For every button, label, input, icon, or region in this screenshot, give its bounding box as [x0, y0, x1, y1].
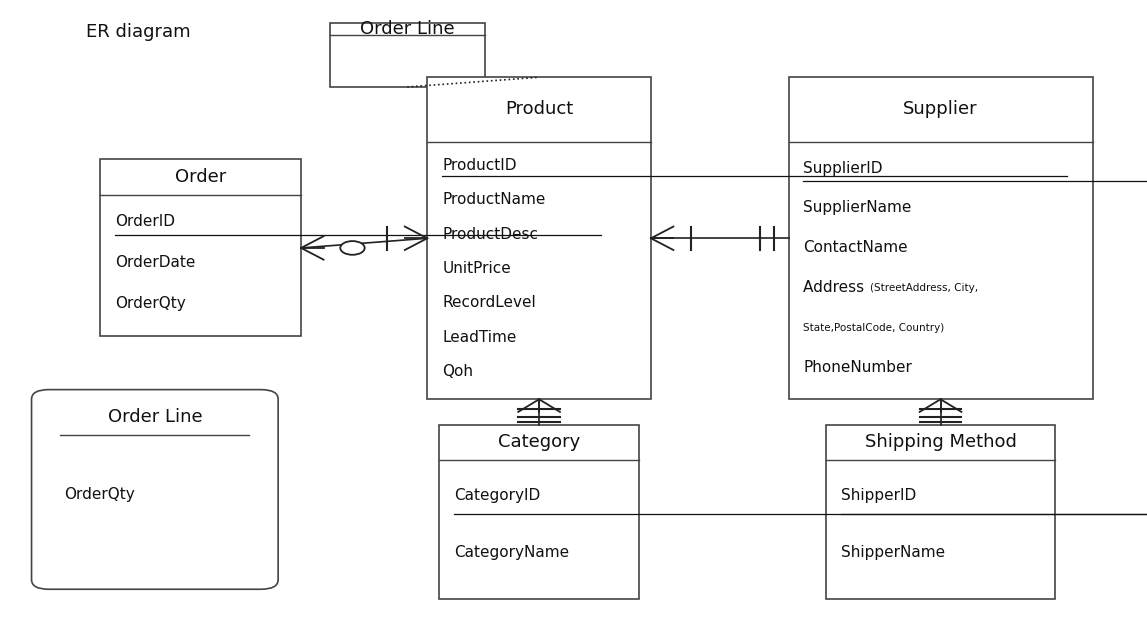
Text: ContactName: ContactName [804, 240, 908, 255]
Text: SupplierName: SupplierName [804, 200, 912, 216]
Text: SupplierID: SupplierID [804, 160, 883, 176]
Bar [826, 425, 1055, 599]
Text: LeadTime: LeadTime [442, 330, 516, 345]
Text: PhoneNumber: PhoneNumber [804, 360, 912, 375]
Text: Qoh: Qoh [442, 365, 474, 379]
Text: ER diagram: ER diagram [86, 23, 190, 41]
Text: Supplier: Supplier [903, 100, 978, 118]
Text: ProductID: ProductID [442, 158, 516, 173]
Text: (StreetAddress, City,: (StreetAddress, City, [871, 283, 978, 292]
Bar [789, 77, 1092, 399]
Text: UnitPrice: UnitPrice [442, 261, 510, 276]
Text: OrderQty: OrderQty [64, 488, 134, 502]
Text: ShipperID: ShipperID [841, 488, 916, 502]
Text: CategoryID: CategoryID [453, 488, 540, 502]
Text: RecordLevel: RecordLevel [442, 296, 536, 310]
Bar [330, 23, 484, 87]
Text: OrderQty: OrderQty [115, 296, 186, 311]
Text: State,PostalCode, Country): State,PostalCode, Country) [804, 323, 945, 332]
Text: ShipperName: ShipperName [841, 545, 945, 560]
Bar [438, 425, 639, 599]
Text: Order: Order [175, 168, 226, 186]
Text: ProductName: ProductName [442, 192, 546, 207]
Text: OrderID: OrderID [115, 214, 175, 229]
Text: Order Line: Order Line [360, 20, 454, 38]
Text: Order Line: Order Line [108, 408, 202, 426]
Bar [427, 77, 650, 399]
Text: ProductDesc: ProductDesc [442, 227, 538, 242]
Text: Product: Product [505, 100, 574, 118]
Text: CategoryName: CategoryName [453, 545, 569, 560]
Text: OrderDate: OrderDate [115, 255, 196, 270]
Text: Shipping Method: Shipping Method [865, 433, 1016, 451]
Text: Category: Category [498, 433, 580, 451]
FancyBboxPatch shape [32, 390, 278, 589]
Circle shape [341, 241, 365, 255]
Text: Address: Address [804, 280, 869, 295]
Bar [101, 160, 301, 336]
